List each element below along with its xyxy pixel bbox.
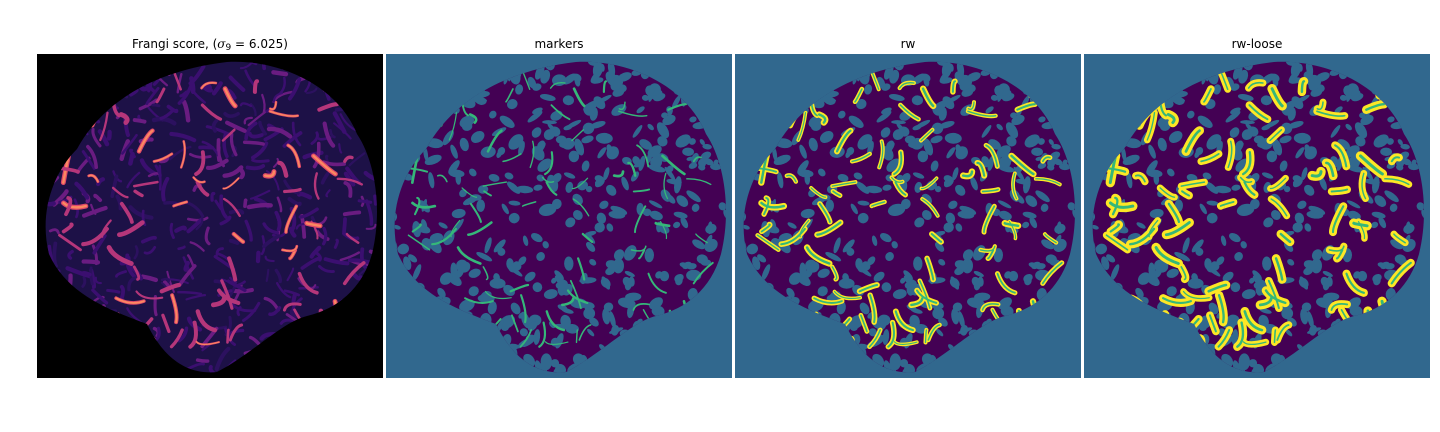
rw-image bbox=[735, 54, 1081, 378]
frangi-title-suffix: = 6.025) bbox=[231, 37, 288, 51]
panel-title-markers: markers bbox=[534, 37, 584, 51]
markers-image bbox=[386, 54, 732, 378]
frangi-image bbox=[37, 54, 383, 378]
rw-loose-image-svg bbox=[1084, 54, 1430, 378]
rw-loose-image bbox=[1084, 54, 1430, 378]
panel-title-rw-loose: rw-loose bbox=[1231, 37, 1283, 51]
frangi-title-prefix: Frangi score, ( bbox=[132, 37, 218, 51]
panel-title-rw: rw bbox=[900, 37, 916, 51]
panel-title-frangi: Frangi score, (σ9 = 6.025) bbox=[37, 36, 383, 56]
markers-image-svg bbox=[386, 54, 732, 378]
frangi-image-svg bbox=[37, 54, 383, 378]
sigma-subscript: 9 bbox=[225, 43, 232, 53]
rw-image-svg bbox=[735, 54, 1081, 378]
sigma-symbol: σ bbox=[217, 37, 226, 51]
